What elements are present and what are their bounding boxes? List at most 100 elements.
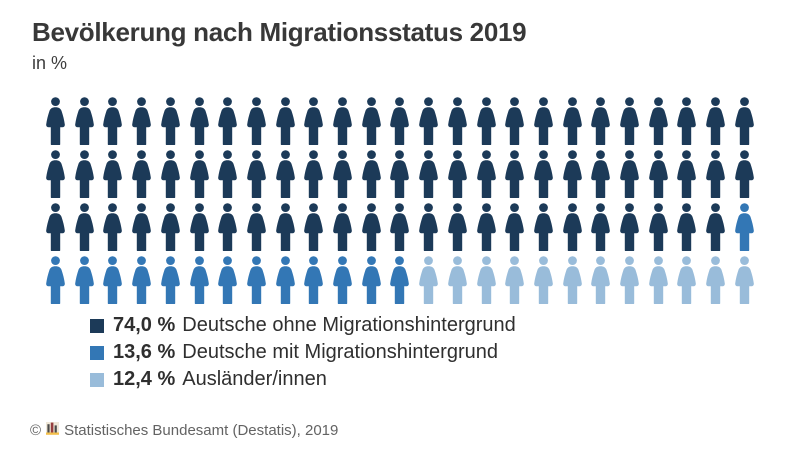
- person-icon: [389, 150, 410, 198]
- person-icon: [275, 256, 296, 304]
- chart-title: Bevölkerung nach Migrationsstatus 2019: [32, 17, 527, 47]
- person-icon: [160, 97, 181, 145]
- person-icon: [676, 97, 697, 145]
- legend-swatch-light: [90, 372, 104, 387]
- person-icon: [332, 150, 353, 198]
- person-icon: [590, 97, 611, 145]
- person-icon: [447, 256, 468, 304]
- person-icon: [102, 97, 123, 145]
- person-icon: [361, 203, 382, 251]
- person-icon: [533, 150, 554, 198]
- person-icon: [705, 256, 726, 304]
- person-icon: [590, 150, 611, 198]
- chart-subtitle: in %: [32, 53, 68, 73]
- person-icon: [74, 203, 95, 251]
- person-icon: [389, 97, 410, 145]
- person-icon: [504, 256, 525, 304]
- person-icon: [590, 256, 611, 304]
- person-icon: [131, 203, 152, 251]
- person-icon: [590, 203, 611, 251]
- person-icon: [447, 97, 468, 145]
- person-icon: [74, 150, 95, 198]
- person-icon: [562, 97, 583, 145]
- person-icon: [246, 97, 267, 145]
- person-icon: [676, 203, 697, 251]
- legend-label: Ausländer/innen: [182, 368, 327, 390]
- person-icon: [217, 150, 238, 198]
- person-icon: [676, 150, 697, 198]
- legend-value: 12,4 %: [113, 368, 176, 390]
- person-icon: [303, 97, 324, 145]
- person-icon: [275, 97, 296, 145]
- person-icon: [562, 150, 583, 198]
- person-icon: [189, 150, 210, 198]
- person-icon: [275, 150, 296, 198]
- person-icon: [389, 256, 410, 304]
- legend-value: 74,0 %: [113, 314, 176, 336]
- pictogram-row: [45, 203, 755, 251]
- pictogram-row: [45, 97, 755, 145]
- legend-item-deutsche-mit-migrationshintergrund: 13,6 % Deutsche mit Migrationshintergrun…: [90, 341, 516, 364]
- person-icon: [705, 150, 726, 198]
- source-line: © Statistisches Bundesamt (Destatis), 20…: [30, 422, 338, 439]
- person-icon: [447, 203, 468, 251]
- person-icon: [189, 203, 210, 251]
- person-icon: [189, 97, 210, 145]
- person-icon: [160, 150, 181, 198]
- pictogram-row: [45, 150, 755, 198]
- source-text: Statistisches Bundesamt (Destatis), 2019: [64, 422, 339, 439]
- person-icon: [648, 256, 669, 304]
- person-icon: [533, 97, 554, 145]
- person-icon: [217, 97, 238, 145]
- person-icon: [619, 150, 640, 198]
- person-icon: [504, 203, 525, 251]
- person-icon: [303, 256, 324, 304]
- pictogram-grid: [45, 97, 755, 304]
- person-icon: [160, 256, 181, 304]
- person-icon: [332, 97, 353, 145]
- person-icon: [418, 97, 439, 145]
- person-icon: [217, 256, 238, 304]
- person-icon: [131, 150, 152, 198]
- person-icon: [734, 150, 755, 198]
- person-icon: [648, 97, 669, 145]
- person-icon: [533, 256, 554, 304]
- legend-swatch-dark: [90, 318, 104, 333]
- person-icon: [619, 256, 640, 304]
- person-icon: [332, 203, 353, 251]
- person-icon: [246, 150, 267, 198]
- person-icon: [389, 203, 410, 251]
- person-icon: [447, 150, 468, 198]
- legend-value: 13,6 %: [113, 341, 176, 363]
- person-icon: [648, 150, 669, 198]
- person-icon: [246, 256, 267, 304]
- person-icon: [361, 150, 382, 198]
- person-icon: [189, 256, 210, 304]
- person-icon: [361, 256, 382, 304]
- person-icon: [504, 97, 525, 145]
- legend-item-auslaender-innen: 12,4 % Ausländer/innen: [90, 368, 516, 391]
- person-icon: [734, 97, 755, 145]
- person-icon: [705, 203, 726, 251]
- legend-label: Deutsche mit Migrationshintergrund: [182, 341, 498, 363]
- person-icon: [734, 203, 755, 251]
- person-icon: [102, 256, 123, 304]
- person-icon: [160, 203, 181, 251]
- person-icon: [275, 203, 296, 251]
- person-icon: [418, 256, 439, 304]
- person-icon: [533, 203, 554, 251]
- person-icon: [217, 203, 238, 251]
- person-icon: [418, 203, 439, 251]
- legend: 74,0 % Deutsche ohne Migrationshintergru…: [90, 314, 516, 391]
- person-icon: [74, 256, 95, 304]
- person-icon: [102, 203, 123, 251]
- destatis-logo-icon: [46, 422, 60, 439]
- person-icon: [676, 256, 697, 304]
- person-icon: [74, 97, 95, 145]
- person-icon: [102, 150, 123, 198]
- person-icon: [303, 203, 324, 251]
- person-icon: [476, 203, 497, 251]
- person-icon: [562, 203, 583, 251]
- person-icon: [131, 97, 152, 145]
